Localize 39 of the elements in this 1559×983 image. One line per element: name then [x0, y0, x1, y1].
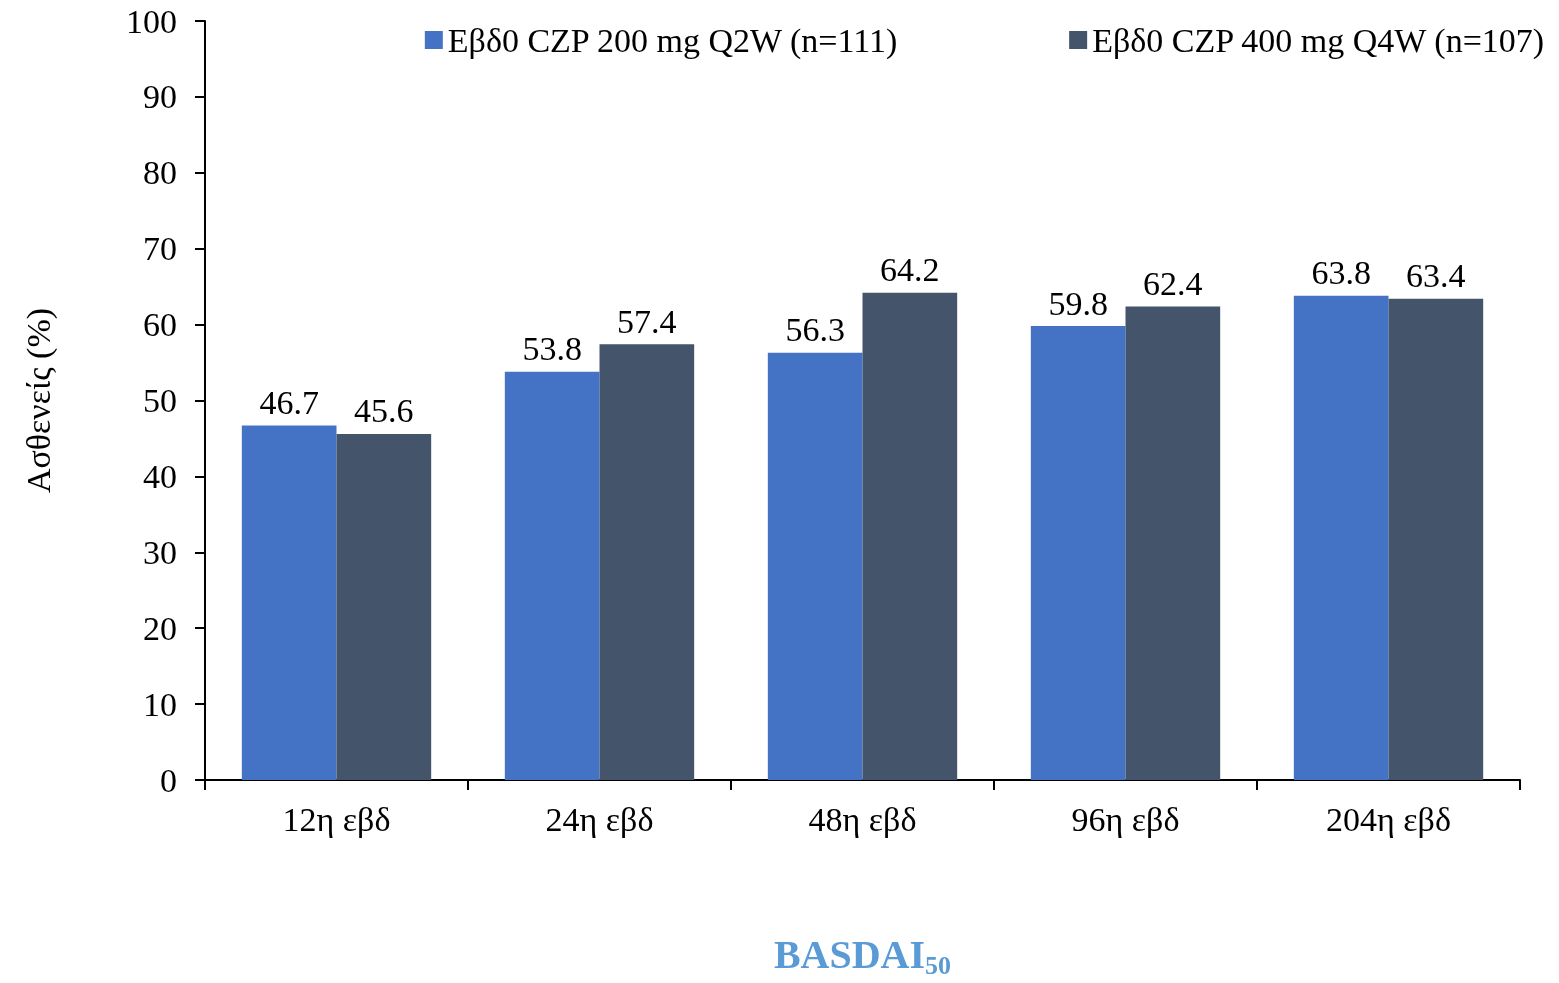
data-label: 64.2 — [880, 251, 940, 289]
bar — [336, 433, 432, 780]
bar — [1293, 295, 1389, 780]
data-label: 57.4 — [617, 302, 677, 340]
y-tick-label: 30 — [143, 533, 177, 571]
y-tick-label: 100 — [126, 2, 177, 40]
x-tick-label: 48η εβδ — [808, 800, 917, 838]
x-tick-label: 204η εβδ — [1326, 800, 1451, 838]
x-tick-label: 96η εβδ — [1071, 800, 1180, 838]
bar — [241, 425, 337, 780]
data-label: 62.4 — [1143, 264, 1203, 302]
data-label: 46.7 — [259, 384, 319, 422]
legend-label: Εβδ0 CZP 200 mg Q2W (n=111) — [447, 21, 898, 60]
bar — [1125, 306, 1221, 780]
x-tick-label: 24η εβδ — [545, 800, 654, 838]
data-label: 63.8 — [1311, 254, 1371, 292]
data-label: 63.4 — [1406, 257, 1466, 295]
y-tick-label: 0 — [160, 761, 177, 799]
data-label: 56.3 — [785, 311, 845, 349]
bar — [1388, 298, 1484, 780]
data-label: 45.6 — [354, 392, 414, 430]
data-label: 59.8 — [1048, 284, 1108, 322]
bar — [504, 371, 600, 780]
bar — [862, 292, 958, 780]
y-tick-label: 50 — [143, 382, 177, 419]
y-tick-label: 20 — [143, 609, 177, 647]
bar — [767, 352, 863, 780]
y-tick-label: 90 — [143, 78, 177, 116]
x-tick-label: 12η εβδ — [282, 800, 391, 838]
bar — [1030, 326, 1126, 780]
legend-label: Εβδ0 CZP 400 mg Q4W (n=107) — [1092, 21, 1545, 60]
y-tick-label: 80 — [143, 154, 177, 192]
y-tick-label: 10 — [143, 685, 177, 723]
y-tick-label: 60 — [143, 306, 177, 344]
y-axis-title: Ασθενείς (%) — [19, 307, 58, 494]
y-tick-label: 70 — [143, 230, 177, 268]
data-label: 53.8 — [522, 330, 582, 368]
bar — [599, 344, 695, 780]
y-tick-label: 40 — [143, 457, 177, 495]
